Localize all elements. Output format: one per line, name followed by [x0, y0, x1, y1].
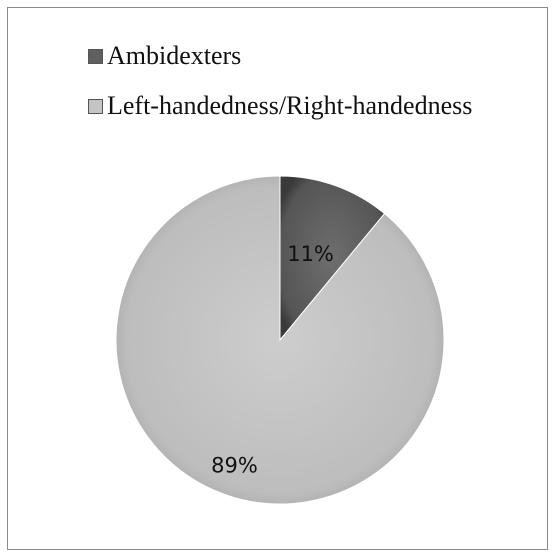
slice-label-left-right-handedness: 89% [211, 454, 258, 478]
legend-item-ambidexters: Ambidexters [88, 41, 241, 71]
pie-slice-ambidexters [279, 175, 386, 342]
legend-label-ambidexters: Ambidexters [107, 41, 242, 70]
chart-frame: Ambidexters Left-handedness/Right-handed… [7, 7, 548, 550]
legend-label-left-right-handedness: Left-handedness/Right-handedness [107, 91, 473, 120]
legend-swatch-left-right-handedness [88, 98, 103, 114]
legend-swatch-ambidexters [88, 48, 103, 64]
pie-slice-left-right-handedness [115, 175, 445, 505]
slice-label-ambidexters: 11% [287, 242, 334, 266]
legend-item-left-right-handedness: Left-handedness/Right-handedness [88, 91, 472, 121]
pie-chart: 11% 89% [115, 175, 445, 505]
